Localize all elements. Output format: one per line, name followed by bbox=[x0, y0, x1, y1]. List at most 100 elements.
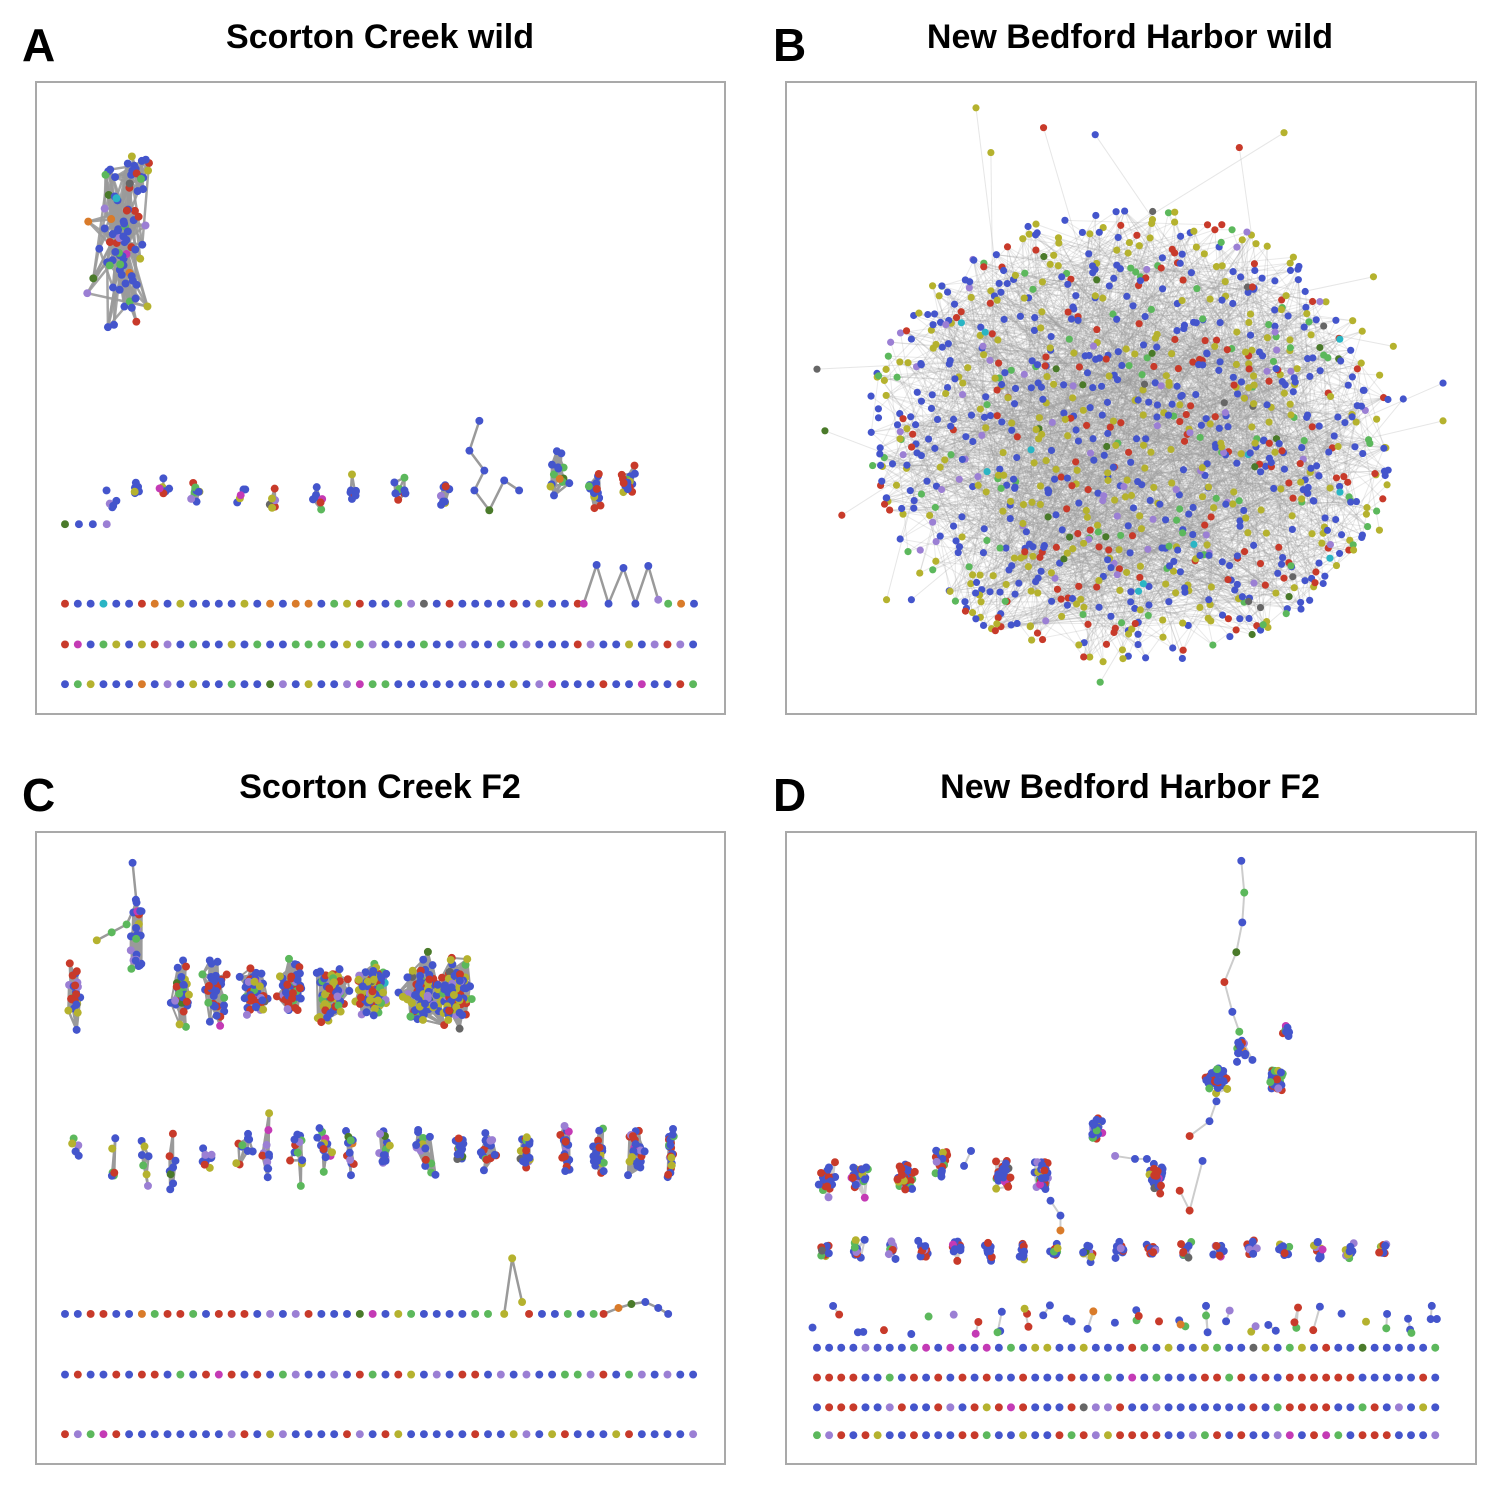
network-node bbox=[1248, 283, 1257, 291]
network-edge bbox=[1168, 451, 1229, 602]
network-node bbox=[1220, 399, 1228, 407]
network-edge bbox=[1303, 440, 1341, 554]
network-node bbox=[867, 428, 875, 436]
network-node bbox=[1315, 472, 1323, 480]
network-node bbox=[1295, 262, 1303, 271]
network-edge bbox=[921, 493, 1030, 545]
network-edge bbox=[1250, 334, 1349, 386]
network-edge bbox=[956, 317, 1263, 357]
network-edge bbox=[972, 253, 1205, 442]
network-edge bbox=[949, 271, 1234, 365]
network-node bbox=[950, 300, 959, 308]
network-edge bbox=[942, 280, 1275, 348]
network-node bbox=[1021, 269, 1029, 277]
network-edge bbox=[915, 424, 1067, 510]
network-node bbox=[1064, 308, 1072, 316]
network-edge bbox=[1032, 459, 1095, 548]
network-edge bbox=[1099, 357, 1326, 577]
network-node bbox=[189, 680, 198, 689]
network-edge bbox=[1234, 507, 1368, 591]
network-edge bbox=[1015, 438, 1146, 483]
network-edge bbox=[1114, 265, 1159, 501]
network-node bbox=[1218, 221, 1226, 229]
network-node bbox=[1147, 448, 1155, 456]
network-node bbox=[214, 640, 223, 649]
network-edge bbox=[1022, 340, 1206, 524]
network-node bbox=[131, 294, 140, 303]
network-node bbox=[522, 599, 531, 608]
network-edge bbox=[949, 567, 1112, 592]
network-node bbox=[1316, 343, 1324, 352]
network-edge bbox=[941, 285, 1077, 463]
network-edge bbox=[1151, 308, 1221, 324]
network-node bbox=[1091, 292, 1099, 300]
network-edge bbox=[1238, 500, 1313, 579]
network-node bbox=[1127, 598, 1135, 606]
network-edge bbox=[1038, 438, 1261, 608]
network-node bbox=[961, 607, 970, 615]
network-node bbox=[137, 599, 146, 608]
network-edge bbox=[939, 295, 1156, 339]
network-edge bbox=[1252, 406, 1320, 477]
network-edge bbox=[981, 357, 1148, 590]
network-node bbox=[1127, 458, 1135, 466]
network-edge bbox=[1070, 278, 1329, 549]
network-edge bbox=[1218, 428, 1262, 511]
network-edge bbox=[962, 536, 1283, 559]
network-edge bbox=[488, 479, 506, 511]
network-node bbox=[630, 469, 639, 478]
network-node bbox=[1148, 216, 1157, 224]
network-node bbox=[898, 504, 906, 513]
network-node bbox=[896, 358, 904, 366]
network-node bbox=[877, 461, 885, 469]
network-edge bbox=[607, 567, 625, 605]
network-edge bbox=[1039, 210, 1126, 487]
network-node bbox=[1326, 540, 1335, 549]
network-node bbox=[560, 640, 569, 649]
network-node bbox=[131, 245, 140, 254]
network-edge bbox=[1215, 444, 1262, 631]
network-edge bbox=[939, 297, 972, 468]
network-node bbox=[1132, 435, 1141, 443]
network-node bbox=[590, 504, 599, 513]
network-node bbox=[1341, 419, 1349, 427]
network-node bbox=[1255, 348, 1264, 356]
network-edge bbox=[1069, 288, 1164, 538]
network-node bbox=[1095, 603, 1103, 611]
network-edge bbox=[1011, 525, 1241, 567]
network-edge bbox=[932, 324, 1238, 585]
network-node bbox=[1280, 465, 1289, 473]
network-edge bbox=[906, 330, 1261, 631]
network-edge bbox=[1114, 319, 1204, 501]
network-edge bbox=[1092, 265, 1241, 522]
network-edge bbox=[983, 262, 1313, 535]
network-edge bbox=[1056, 368, 1291, 405]
network-node bbox=[1271, 306, 1279, 314]
network-edge bbox=[1181, 300, 1238, 333]
network-edge bbox=[1117, 351, 1203, 469]
network-node bbox=[351, 486, 360, 495]
network-node bbox=[102, 486, 111, 495]
panel-title-b: New Bedford Harbor wild bbox=[926, 18, 1334, 56]
network-node bbox=[227, 680, 236, 689]
network-edge bbox=[1115, 444, 1283, 558]
network-node bbox=[1212, 494, 1220, 502]
network-edge bbox=[1118, 404, 1181, 569]
network-node bbox=[1275, 440, 1283, 448]
network-node bbox=[112, 640, 121, 649]
network-node bbox=[136, 254, 145, 263]
network-edge bbox=[1032, 248, 1173, 290]
network-edge bbox=[1213, 381, 1242, 508]
network-node bbox=[106, 165, 115, 174]
network-node bbox=[1237, 450, 1245, 458]
network-edge bbox=[932, 266, 1003, 326]
network-edge bbox=[1323, 354, 1357, 502]
network-edge bbox=[921, 397, 1073, 456]
network-node bbox=[1073, 466, 1081, 474]
network-edge bbox=[141, 162, 151, 245]
network-node bbox=[1275, 543, 1283, 551]
network-node bbox=[878, 477, 886, 485]
network-node bbox=[317, 680, 326, 689]
network-edge bbox=[997, 311, 1069, 479]
network-node bbox=[1322, 298, 1330, 306]
